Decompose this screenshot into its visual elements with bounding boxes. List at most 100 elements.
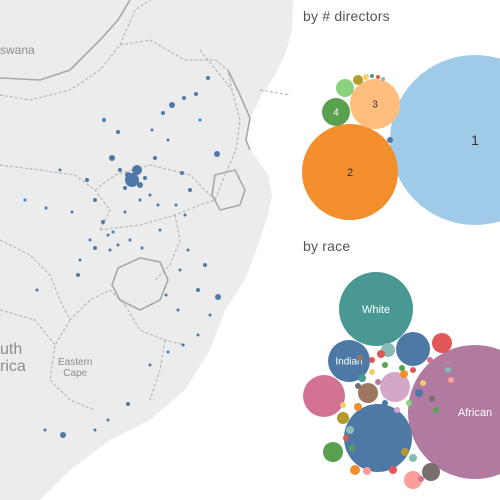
race-bubble[interactable] — [409, 454, 417, 462]
map-point[interactable] — [148, 363, 152, 367]
race-bubble[interactable] — [418, 476, 424, 482]
map-point[interactable] — [125, 172, 131, 178]
map-point[interactable] — [182, 96, 186, 100]
race-bubble[interactable] — [420, 380, 426, 386]
map-point[interactable] — [106, 418, 110, 422]
race-bubble[interactable] — [427, 357, 433, 363]
race-bubble[interactable] — [337, 412, 349, 424]
map-point[interactable] — [118, 168, 122, 172]
map-point[interactable] — [183, 213, 187, 217]
map-point[interactable] — [116, 243, 120, 247]
map-point[interactable] — [174, 203, 178, 207]
map-point[interactable] — [123, 186, 127, 190]
race-bubble[interactable] — [303, 375, 345, 417]
map-point[interactable] — [140, 246, 144, 250]
race-bubble[interactable] — [404, 471, 422, 489]
company-location-points[interactable] — [23, 76, 222, 438]
race-bubble[interactable] — [369, 369, 375, 375]
race-bubble[interactable] — [343, 435, 349, 441]
race-bubble[interactable] — [339, 272, 413, 346]
directors-bubble[interactable] — [381, 77, 385, 81]
directors-bubble[interactable] — [363, 74, 369, 80]
map-point[interactable] — [150, 128, 154, 132]
race-bubble[interactable] — [358, 383, 378, 403]
race-bubble[interactable] — [410, 367, 416, 373]
map-point[interactable] — [116, 130, 120, 134]
map-point[interactable] — [23, 198, 27, 202]
race-bubble[interactable] — [346, 426, 354, 434]
map-point[interactable] — [186, 248, 190, 252]
directors-bubble[interactable] — [376, 75, 380, 79]
map-point[interactable] — [166, 138, 170, 142]
race-bubble[interactable] — [401, 448, 409, 456]
map-point[interactable] — [153, 156, 157, 160]
race-bubble[interactable] — [355, 383, 361, 389]
race-bubble[interactable] — [448, 377, 454, 383]
map-point[interactable] — [132, 165, 142, 175]
race-bubble[interactable] — [349, 445, 355, 451]
race-bubble[interactable] — [399, 365, 405, 371]
map-point[interactable] — [58, 168, 62, 172]
map-point[interactable] — [137, 182, 143, 188]
map-point[interactable] — [143, 176, 147, 180]
map-point[interactable] — [138, 198, 142, 202]
race-bubble[interactable] — [382, 400, 388, 406]
map-point[interactable] — [178, 268, 182, 272]
race-bubble[interactable] — [432, 333, 452, 353]
race-bubble[interactable] — [377, 350, 385, 358]
map-point[interactable] — [76, 273, 80, 277]
map-point[interactable] — [109, 155, 115, 161]
map-point[interactable] — [106, 233, 110, 237]
map-point[interactable] — [206, 76, 210, 80]
race-bubble[interactable] — [369, 357, 375, 363]
race-bubble[interactable] — [380, 372, 410, 402]
directors-bubble[interactable] — [350, 79, 400, 129]
map-point[interactable] — [70, 210, 74, 214]
map-point[interactable] — [102, 118, 106, 122]
race-bubble[interactable] — [422, 463, 440, 481]
race-bubble[interactable] — [395, 457, 401, 463]
map-point[interactable] — [128, 238, 132, 242]
race-bubble[interactable] — [400, 370, 408, 378]
directors-bubble[interactable] — [322, 98, 350, 126]
race-bubble[interactable] — [382, 362, 388, 368]
map-point[interactable] — [198, 118, 202, 122]
directors-bubble[interactable] — [336, 79, 354, 97]
race-bubble[interactable] — [344, 404, 412, 472]
race-bubble[interactable] — [340, 402, 346, 408]
race-bubble[interactable] — [357, 355, 363, 361]
map-point[interactable] — [60, 432, 66, 438]
map-point[interactable] — [93, 246, 97, 250]
map-point[interactable] — [161, 111, 165, 115]
map-point[interactable] — [166, 350, 170, 354]
race-bubble[interactable] — [354, 403, 362, 411]
map-point[interactable] — [44, 206, 48, 210]
race-bubble[interactable] — [389, 466, 397, 474]
map-point[interactable] — [169, 102, 175, 108]
map-point[interactable] — [43, 428, 47, 432]
map-panel[interactable]: swana uth rica Eastern Cape — [0, 0, 293, 500]
map-point[interactable] — [88, 238, 92, 242]
map-point[interactable] — [108, 248, 112, 252]
race-bubble[interactable] — [394, 407, 400, 413]
map-point[interactable] — [196, 288, 200, 292]
directors-bubble[interactable] — [390, 55, 500, 225]
map-point[interactable] — [78, 258, 82, 262]
directors-bubble[interactable] — [387, 137, 393, 143]
map-point[interactable] — [180, 171, 184, 175]
map-point[interactable] — [35, 288, 39, 292]
race-bubble[interactable] — [408, 345, 500, 479]
map-point[interactable] — [194, 92, 198, 96]
map-point[interactable] — [215, 294, 221, 300]
race-bubble[interactable] — [323, 442, 343, 462]
map-point[interactable] — [156, 203, 160, 207]
map-point[interactable] — [93, 198, 97, 202]
race-bubble[interactable] — [328, 340, 370, 382]
map-point[interactable] — [93, 428, 97, 432]
map-point[interactable] — [164, 293, 168, 297]
map-point[interactable] — [85, 178, 89, 182]
map-point[interactable] — [188, 188, 192, 192]
race-bubble[interactable] — [350, 465, 360, 475]
map-point[interactable] — [126, 402, 130, 406]
